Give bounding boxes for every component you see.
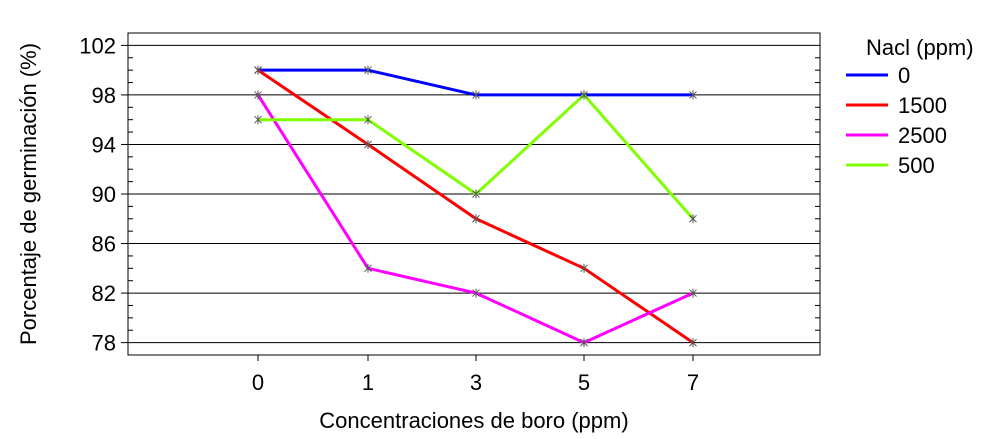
data-point-1500-0 [254, 65, 262, 75]
series-1500 [254, 65, 697, 348]
data-point-500-7 [689, 214, 697, 224]
legend-label-2500: 2500 [898, 123, 947, 148]
data-point-500-3 [472, 189, 480, 199]
x-tick-label-3: 3 [470, 370, 482, 395]
series-line-1500 [257, 68, 694, 344]
data-point-1500-1 [364, 139, 372, 149]
series-500 [254, 90, 697, 224]
x-tick-label-0: 0 [252, 370, 264, 395]
series-lines [254, 65, 697, 348]
data-point-0-1 [364, 65, 372, 75]
x-axis-title: Concentraciones de boro (ppm) [319, 408, 628, 433]
y-tick-label-102: 102 [79, 33, 116, 58]
data-point-0-7 [689, 90, 697, 100]
data-point-1500-7 [689, 338, 697, 348]
data-point-0-3 [472, 90, 480, 100]
series-2500 [254, 90, 697, 348]
x-tick-label-7: 7 [687, 370, 699, 395]
y-axis-title: Porcentaje de germinación (%) [16, 43, 41, 345]
y-tick-label-94: 94 [92, 132, 116, 157]
x-tick-label-1: 1 [362, 370, 374, 395]
data-point-500-5 [580, 90, 588, 100]
series-0 [254, 65, 697, 100]
y-axis-ticks: 78 82 86 90 94 98 102 [79, 33, 128, 356]
y-tick-label-86: 86 [92, 232, 116, 257]
legend-label-0: 0 [898, 63, 910, 88]
x-axis-ticks: 0 1 3 5 7 [252, 355, 699, 395]
legend: Nacl (ppm) 0 1500 2500 500 [846, 35, 974, 178]
y-tick-label-90: 90 [92, 182, 116, 207]
data-point-2500-3 [472, 288, 480, 298]
data-point-500-1 [364, 115, 372, 125]
y-tick-label-98: 98 [92, 83, 116, 108]
data-point-1500-5 [580, 263, 588, 273]
data-point-500-0 [254, 115, 262, 125]
legend-label-1500: 1500 [898, 93, 947, 118]
y-tick-label-82: 82 [92, 281, 116, 306]
data-point-2500-7 [689, 288, 697, 298]
x-tick-label-5: 5 [578, 370, 590, 395]
data-point-1500-3 [472, 214, 480, 224]
data-point-2500-0 [254, 90, 262, 100]
legend-title: Nacl (ppm) [866, 35, 974, 60]
data-point-2500-5 [580, 338, 588, 348]
legend-label-500: 500 [898, 153, 935, 178]
data-point-2500-1 [364, 263, 372, 273]
y-tick-label-78: 78 [92, 331, 116, 356]
